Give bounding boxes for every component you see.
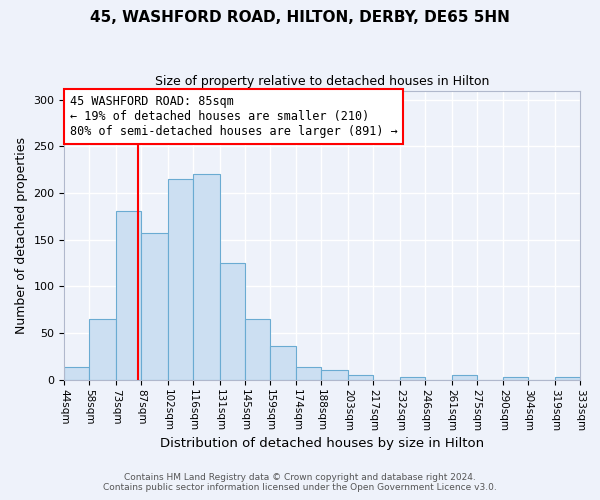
Bar [503,377,528,380]
Bar [348,375,373,380]
Bar [168,179,193,380]
Bar [220,263,245,380]
Text: 45, WASHFORD ROAD, HILTON, DERBY, DE65 5HN: 45, WASHFORD ROAD, HILTON, DERBY, DE65 5… [90,10,510,25]
Bar [245,319,269,380]
X-axis label: Distribution of detached houses by size in Hilton: Distribution of detached houses by size … [160,437,484,450]
Bar [64,368,89,380]
Bar [322,370,348,380]
Bar [141,233,168,380]
Bar [116,211,141,380]
Bar [89,319,116,380]
Text: Contains HM Land Registry data © Crown copyright and database right 2024.
Contai: Contains HM Land Registry data © Crown c… [103,473,497,492]
Bar [269,346,296,380]
Bar [555,377,580,380]
Bar [296,366,322,380]
Bar [400,377,425,380]
Bar [193,174,220,380]
Title: Size of property relative to detached houses in Hilton: Size of property relative to detached ho… [155,75,490,88]
Text: 45 WASHFORD ROAD: 85sqm
← 19% of detached houses are smaller (210)
80% of semi-d: 45 WASHFORD ROAD: 85sqm ← 19% of detache… [70,95,397,138]
Bar [452,375,476,380]
Y-axis label: Number of detached properties: Number of detached properties [15,136,28,334]
